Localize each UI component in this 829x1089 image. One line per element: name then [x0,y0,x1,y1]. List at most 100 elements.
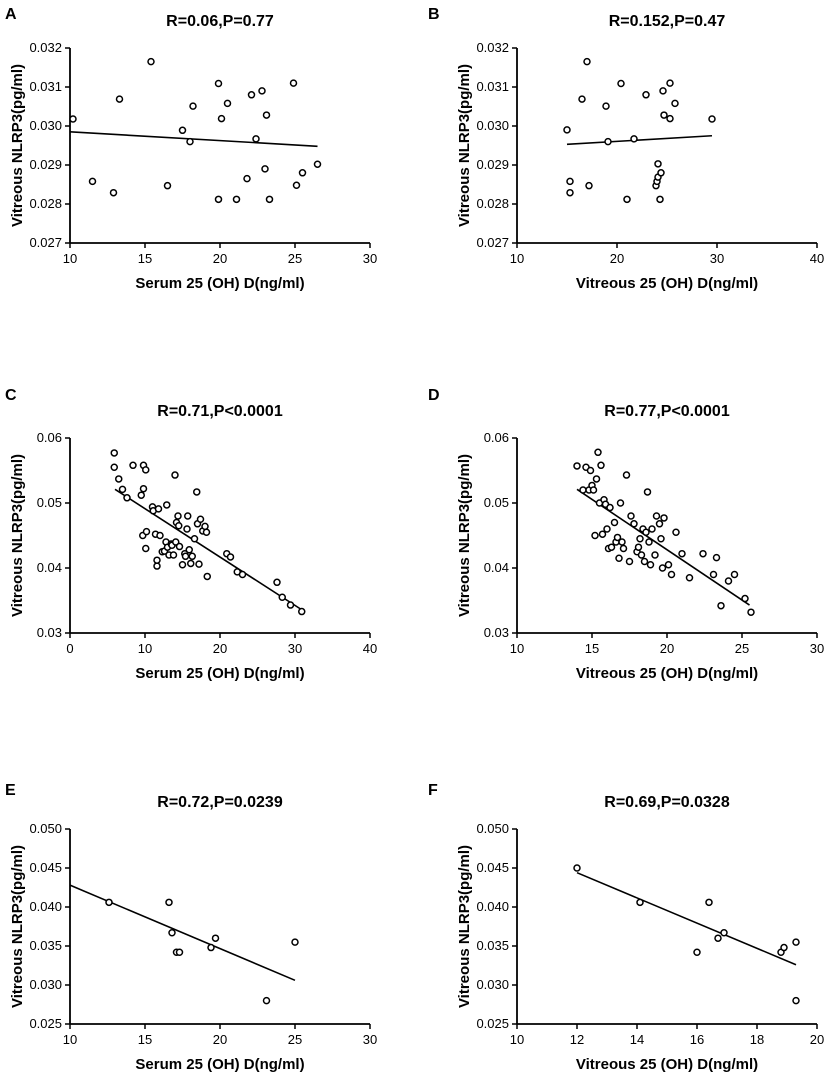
y-tick-label: 0.050 [29,821,62,836]
data-point [604,137,612,146]
data-point [617,79,625,88]
y-tick-label: 0.040 [476,899,509,914]
data-point [153,556,161,564]
y-axis-label: Vitreous NLRP3(pg/ml) [9,454,26,617]
panel-c: C R=0.71,P<0.0001 0 10 20 30 40 0.03 0.04 0.05 0.0… [5,387,377,682]
x-tick-label: 30 [363,1032,377,1047]
data-point [196,515,205,523]
x-tick-label: 15 [585,641,599,656]
data-point [693,948,701,956]
data-point [705,898,713,907]
data-point [169,551,178,559]
data-point [286,601,295,609]
y-tick-label: 0.040 [29,899,62,914]
x-tick-label: 12 [570,1032,584,1047]
data-point [110,463,118,471]
data-point [178,561,187,569]
data-point [175,542,184,551]
y-tick-label: 0.03 [484,625,509,640]
data-point [168,928,176,937]
data-point [214,195,223,204]
data-point [589,486,598,494]
data-point [699,549,707,558]
data-point [657,535,665,543]
x-tick-label: 20 [213,251,227,266]
data-point [202,528,211,536]
data-point [598,530,607,538]
y-tick-label: 0.06 [37,430,62,445]
x-tick-label: 10 [63,1032,77,1047]
data-point [278,593,286,601]
data-point [238,570,247,579]
data-point [203,572,211,581]
data-point [667,570,676,579]
x-tick-label: 25 [288,1032,302,1047]
data-point [265,195,274,204]
regression-line [114,488,303,611]
chart-title: R=0.77,P<0.0001 [604,403,730,420]
data-point [142,466,150,474]
x-axis-label: Serum 25 (OH) D(ng/ml) [135,275,304,292]
data-point [708,115,716,123]
y-tick-label: 0.045 [29,860,62,875]
data-point [172,538,180,546]
data-point [657,169,665,177]
panel-letter: E [5,782,16,799]
data-point [183,525,191,533]
data-point [724,577,733,585]
data-point [594,448,602,457]
panel-d: D R=0.77,P<0.0001 10 15 20 25 30 0.03 0.04 0.05 0.… [428,387,824,682]
data-point [591,531,599,540]
x-tick-label: 20 [213,1032,227,1047]
y-tick-label: 0.025 [29,1016,62,1031]
data-point [636,898,644,907]
data-point [666,79,674,87]
data-point [563,126,571,134]
data-point [640,557,649,566]
data-point [586,466,595,475]
x-tick-label: 0 [66,641,73,656]
x-axis-label: Serum 25 (OH) D(ng/ml) [135,1056,304,1073]
data-point [792,996,800,1005]
data-point [597,461,605,470]
panel-f: F R=0.69,P=0.0328 10 12 14 16 18 20 0.025 0.030 0.… [428,782,824,1073]
data-point [115,475,123,483]
data-point [232,195,241,204]
y-tick-label: 0.05 [484,495,509,510]
x-axis-label: Vitreous 25 (OH) D(ng/ml) [576,1056,758,1073]
data-point [573,462,581,470]
y-tick-label: 0.06 [484,430,509,445]
panel-letter: C [5,387,17,404]
x-tick-label: 10 [510,641,524,656]
data-point [664,561,673,569]
data-point [671,99,679,108]
y-axis-label: Vitreous NLRP3(pg/ml) [9,64,26,227]
y-tick-label: 0.025 [476,1016,509,1031]
data-point [625,557,634,566]
x-tick-label: 20 [213,641,227,656]
x-tick-label: 30 [810,641,824,656]
data-point [243,174,251,183]
panel-b: B R=0.152,P=0.47 10 20 30 40 0.027 0.028 0.029 0.… [428,6,824,292]
data-point [137,491,145,499]
data-point [658,564,667,572]
data-point [648,525,656,533]
x-tick-label: 20 [610,251,624,266]
x-tick-label: 10 [63,251,77,266]
data-point [298,607,306,616]
panel-e: E R=0.72,P=0.0239 10 15 20 25 30 0.025 0.030 0.03… [5,782,377,1073]
data-point [178,126,187,135]
data-point [730,570,739,579]
y-tick-label: 0.050 [476,821,509,836]
data-point [637,551,646,559]
data-point [115,95,124,103]
y-axis-label: Vitreous NLRP3(pg/ml) [456,845,473,1008]
data-point [262,111,271,119]
y-tick-label: 0.027 [29,235,62,250]
x-tick-label: 18 [750,1032,764,1047]
data-point [129,461,137,470]
data-point [645,538,653,546]
data-point [273,578,281,587]
data-point [142,527,151,536]
data-point [262,996,271,1005]
